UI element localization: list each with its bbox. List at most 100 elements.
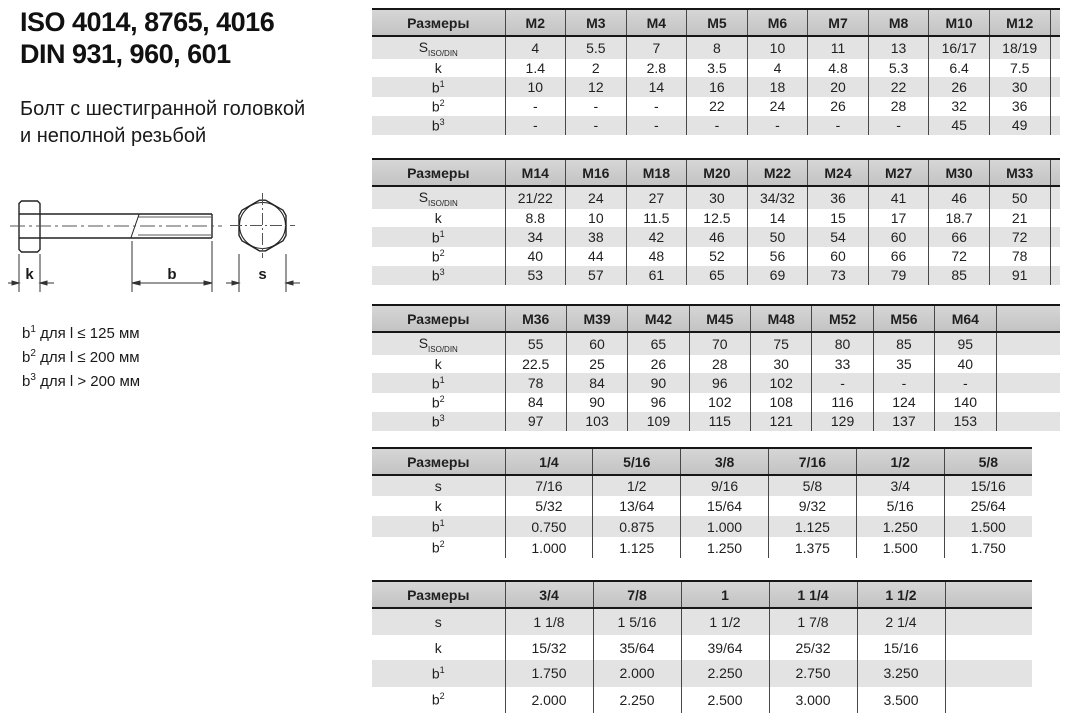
- cell: 25/64: [943, 496, 1032, 517]
- cell: 12.5: [686, 208, 748, 228]
- dim-table-m14-m33: Размеры M14 M16 M18 M20 M22 M24 M27 M30 M33 SISO/D…: [372, 158, 1060, 285]
- cell: 84: [504, 392, 567, 412]
- cell: 7.5: [988, 58, 1050, 78]
- cell: 2 1/4: [856, 608, 945, 635]
- table-row: k 5/32 13/64 15/64 9/32 5/16 25/64: [372, 496, 1032, 517]
- cell: 7/16: [504, 475, 593, 497]
- cell: 46: [686, 227, 748, 247]
- cell: 55: [504, 332, 567, 355]
- cell: 34: [504, 227, 566, 247]
- header-row: Размеры 1/4 5/16 3/8 7/16 1/2 5/8: [372, 447, 1032, 476]
- cell: 153: [934, 411, 996, 431]
- cell: 3.500: [856, 686, 945, 713]
- cell-empty: [1049, 36, 1060, 59]
- cell: 45: [928, 115, 990, 135]
- column-header: M18: [625, 158, 687, 187]
- cell: -: [504, 96, 566, 116]
- column-header: M39: [565, 304, 628, 333]
- cell: 65: [627, 332, 690, 355]
- cell: 73: [807, 265, 869, 285]
- cell: 17: [867, 208, 929, 228]
- column-header: 7/16: [767, 447, 857, 476]
- cell: 12: [565, 77, 627, 97]
- row-label: s: [372, 475, 505, 497]
- table-row: k 1.4 2 2.8 3.5 4 4.8 5.3 6.4 7.5: [372, 58, 1060, 78]
- column-header: 1/4: [504, 447, 593, 476]
- cell: 25: [565, 354, 628, 374]
- note-b3: b3 для l > 200 мм: [22, 372, 141, 390]
- dim-table-inch-small: Размеры 1/4 5/16 3/8 7/16 1/2 5/8 s 7/16 1/2 9/16 5…: [372, 447, 1032, 558]
- note-b2: b2 для l ≤ 200 мм: [22, 348, 140, 366]
- cell-empty: [1049, 77, 1060, 97]
- cell: 2.000: [504, 686, 593, 713]
- cell: 30: [988, 77, 1050, 97]
- cell-empty: [995, 354, 1060, 374]
- header-row: Размеры M36 M39 M42 M45 M48 M52 M56 M64: [372, 304, 1060, 333]
- table-row: b2- - -22 24 26 28 32 36: [372, 96, 1060, 116]
- cell: 15/16: [943, 475, 1032, 497]
- cell: 96: [688, 373, 751, 393]
- cell: 60: [565, 332, 628, 355]
- table-row: b2 84 90 96 102 108 116 124 140: [372, 392, 1060, 412]
- cell: 34/32: [746, 186, 808, 209]
- cell: 66: [928, 227, 990, 247]
- cell: 35: [872, 354, 935, 374]
- row-label: k: [372, 496, 505, 517]
- bolt-description-line2: и неполной резьбой: [20, 125, 207, 147]
- column-header: 5/16: [592, 447, 681, 476]
- column-header: M45: [688, 304, 751, 333]
- cell: 5.3: [867, 58, 929, 78]
- cell: 7: [625, 36, 687, 59]
- cell: 21: [988, 208, 1050, 228]
- row-label: b3: [372, 411, 505, 431]
- cell: 27: [625, 186, 687, 209]
- cell: -: [686, 115, 748, 135]
- cell: 8.8: [504, 208, 566, 228]
- cell: 4: [746, 58, 808, 78]
- cell: -: [565, 96, 627, 116]
- column-header-empty: [995, 304, 1060, 333]
- column-header: M14: [504, 158, 566, 187]
- dim-label-s: s: [258, 266, 266, 283]
- row-label: b1: [372, 77, 505, 97]
- cell: 102: [749, 373, 812, 393]
- column-header: M42: [627, 304, 690, 333]
- cell: 25/32: [768, 634, 857, 661]
- cell: 5/8: [767, 475, 857, 497]
- column-header: 5/8: [943, 447, 1032, 476]
- table-row: b3- - - - - - -45 49: [372, 115, 1060, 135]
- cell: 109: [627, 411, 690, 431]
- cell: 2.500: [680, 686, 769, 713]
- cell: 90: [627, 373, 690, 393]
- cell: 4.8: [807, 58, 869, 78]
- cell: 1.4: [504, 58, 566, 78]
- cell: 6.4: [928, 58, 990, 78]
- cell: 50: [988, 186, 1050, 209]
- bolt-technical-drawing: k b s: [8, 193, 300, 292]
- table-row: b1 10 12 14 16 18 20 22 26 30: [372, 77, 1060, 97]
- cell: 15/64: [680, 496, 769, 517]
- cell: 36: [807, 186, 869, 209]
- cell: 1 5/16: [592, 608, 681, 635]
- column-header: 7/8: [592, 580, 681, 609]
- column-header: M7: [807, 8, 869, 37]
- cell: 53: [504, 265, 566, 285]
- cell: 50: [746, 227, 808, 247]
- column-header: 1 1/4: [768, 580, 857, 609]
- cell: 84: [565, 373, 628, 393]
- cell: 1.000: [504, 537, 593, 558]
- cell: 124: [872, 392, 935, 412]
- cell: 40: [504, 246, 566, 266]
- dim-table-m2-m12: Размеры M2 M3 M4 M5 M6 M7 M8 M10 M12 SISO/DIN 4 5.5 7…: [372, 8, 1060, 135]
- column-header: M4: [625, 8, 687, 37]
- corner-header: Размеры: [372, 304, 505, 333]
- cell: -: [565, 115, 627, 135]
- cell: 1/2: [592, 475, 681, 497]
- column-header: 3/4: [504, 580, 593, 609]
- cell: 28: [867, 96, 929, 116]
- cell: 4: [504, 36, 566, 59]
- cell-empty: [995, 373, 1060, 393]
- cell: 30: [686, 186, 748, 209]
- cell: 116: [811, 392, 874, 412]
- dim-label-b: b: [167, 266, 176, 283]
